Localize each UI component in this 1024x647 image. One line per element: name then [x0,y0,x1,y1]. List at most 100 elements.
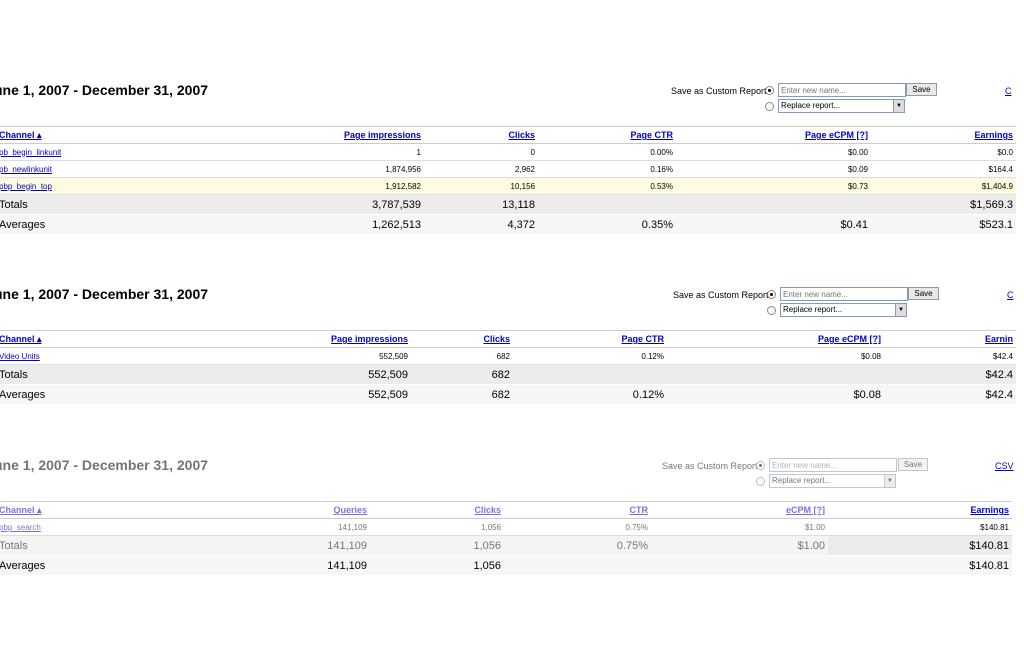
chevron-down-icon: ▼ [893,100,904,112]
column-header-earnings[interactable]: Earnin [884,330,1016,348]
new-name-radio[interactable] [765,86,774,95]
column-header-earnings[interactable]: Earnings [871,126,1016,144]
avg-clicks: 1,056 [370,555,504,575]
channel-link[interactable]: pb_newlinkunit [0,164,52,174]
table-row: pb_begin_linkunit 1 0 0.00% $0.00 $0.0 [0,143,1016,161]
cell-ctr: 0.00% [538,143,676,161]
table-row: Video Units 552,509 682 0.12% $0.08 $42.… [0,347,1016,365]
save-label: Save as Custom Report: [671,86,770,96]
total-impressions: 3,787,539 [176,194,424,215]
save-button[interactable]: Save [906,83,937,96]
column-header-impressions[interactable]: Page impressions [176,330,411,348]
averages-row: Averages 552,509 682 0.12% $0.08 $42.4 [0,384,1016,404]
cell-ecpm: $0.09 [676,160,871,178]
report-name-input[interactable] [780,287,908,301]
avg-ctr: 0.12% [513,384,667,404]
column-header-ecpm[interactable]: Page eCPM [?] [676,126,871,144]
csv-link[interactable]: C [1005,86,1012,96]
avg-earnings: $42.4 [884,384,1016,404]
column-header-ctr[interactable]: CTR [504,501,651,519]
replace-report-select[interactable]: Replace report... ▼ [780,303,907,317]
report-name-input[interactable] [769,458,897,472]
report-table: Channel ▴ Page impressions Clicks Page C… [0,126,1016,234]
totals-row: Totals 3,787,539 13,118 $1,569.3 [0,194,1016,215]
column-header-clicks[interactable]: Clicks [424,126,538,144]
column-header-ctr[interactable]: Page CTR [513,330,667,348]
chevron-down-icon: ▼ [884,475,895,487]
avg-ecpm: $0.08 [667,384,884,404]
column-header-ctr[interactable]: Page CTR [538,126,676,144]
replace-report-value: Replace report... [783,305,843,314]
cell-ctr: 0.16% [538,160,676,178]
report-name-input[interactable] [778,83,906,97]
save-button[interactable]: Save [908,287,939,300]
channel-link[interactable]: pbp_search [0,522,41,532]
column-header-earnings[interactable]: Earnings [828,501,1012,519]
report-title: une 1, 2007 - December 31, 2007 [0,286,209,302]
averages-label: Averages [0,555,176,575]
cell-ctr: 0.53% [538,177,676,195]
cell-impressions: 1 [176,143,424,161]
cell-impressions: 1,912,582 [176,177,424,195]
new-name-radio[interactable] [756,461,765,470]
channel-link[interactable]: pbp_begin_top [0,181,52,191]
column-header-clicks[interactable]: Clicks [411,330,513,348]
table-header-row: Channel ▴ Queries Clicks CTR eCPM [?] Ea… [0,501,1012,519]
column-header-channel[interactable]: Channel ▴ [0,501,176,519]
column-header-ecpm[interactable]: Page eCPM [?] [667,330,884,348]
total-earnings: $42.4 [884,364,1016,385]
total-clicks: 1,056 [370,535,504,556]
new-name-radio[interactable] [767,290,776,299]
total-earnings: $140.81 [828,535,1012,556]
column-header-channel[interactable]: Channel ▴ [0,126,176,144]
report-title: une 1, 2007 - December 31, 2007 [0,82,209,98]
column-header-queries[interactable]: Queries [176,501,370,519]
total-earnings: $1,569.3 [871,194,1016,215]
total-ctr [513,364,667,385]
total-clicks: 13,118 [424,194,538,215]
cell-earnings: $1,404.9 [871,177,1016,195]
avg-earnings: $523.1 [871,214,1016,234]
cell-clicks: 0 [424,143,538,161]
replace-radio[interactable] [765,102,774,111]
column-header-ecpm[interactable]: eCPM [?] [651,501,828,519]
cell-clicks: 2,962 [424,160,538,178]
cell-ecpm: $0.73 [676,177,871,195]
totals-label: Totals [0,364,176,385]
report-table: Channel ▴ Page impressions Clicks Page C… [0,330,1016,404]
averages-label: Averages [0,214,176,234]
total-ecpm: $1.00 [651,535,828,556]
cell-ctr: 0.12% [513,347,667,365]
column-header-impressions[interactable]: Page impressions [176,126,424,144]
replace-radio[interactable] [756,477,765,486]
total-ecpm [667,364,884,385]
column-header-channel[interactable]: Channel ▴ [0,330,176,348]
column-header-clicks[interactable]: Clicks [370,501,504,519]
replace-radio[interactable] [767,306,776,315]
cell-ecpm: $1.00 [651,518,828,536]
total-clicks: 682 [411,364,513,385]
cell-earnings: $42.4 [884,347,1016,365]
averages-label: Averages [0,384,176,404]
cell-impressions: 552,509 [176,347,411,365]
csv-link[interactable]: CSV [995,461,1014,471]
replace-report-select[interactable]: Replace report... ▼ [778,99,905,113]
channel-link[interactable]: pb_begin_linkunit [0,147,62,157]
cell-ecpm: $0.00 [676,143,871,161]
avg-impressions: 552,509 [176,384,411,404]
report-table: Channel ▴ Queries Clicks CTR eCPM [?] Ea… [0,501,1012,575]
channel-link[interactable]: Video Units [0,351,40,361]
table-header-row: Channel ▴ Page impressions Clicks Page C… [0,330,1016,348]
replace-report-select[interactable]: Replace report... ▼ [769,474,896,488]
avg-impressions: 1,262,513 [176,214,424,234]
cell-clicks: 10,156 [424,177,538,195]
chevron-down-icon: ▼ [895,304,906,316]
cell-earnings: $0.0 [871,143,1016,161]
save-button[interactable]: Save [898,458,928,471]
save-label: Save as Custom Report: [673,290,772,300]
cell-clicks: 682 [411,347,513,365]
avg-ecpm: $0.41 [676,214,871,234]
avg-ctr [504,555,651,575]
cell-clicks: 1,056 [370,518,504,536]
csv-link[interactable]: C [1007,290,1014,300]
